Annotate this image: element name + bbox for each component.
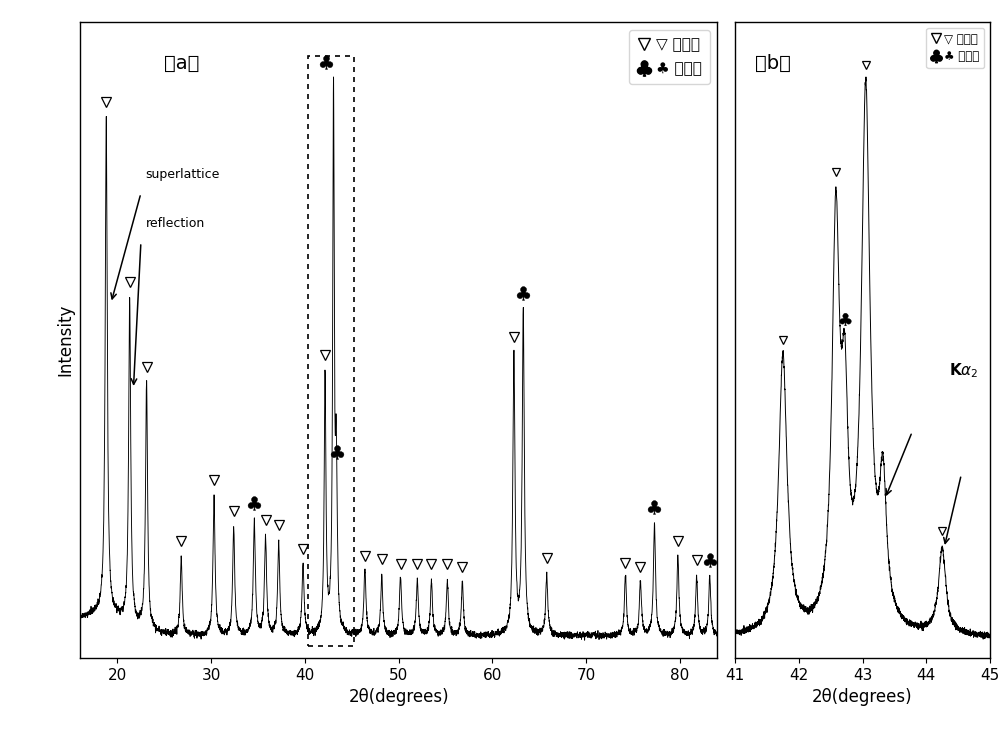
Legend: ▽ 正交相, ♣ 立方相: ▽ 正交相, ♣ 立方相 — [926, 28, 984, 68]
Text: K$\alpha_2$: K$\alpha_2$ — [949, 361, 978, 380]
X-axis label: 2θ(degrees): 2θ(degrees) — [812, 688, 913, 706]
Text: （a）: （a） — [164, 54, 200, 72]
Bar — [308, 56, 354, 645]
Y-axis label: Intensity: Intensity — [56, 303, 74, 376]
Text: reflection: reflection — [146, 217, 205, 230]
Text: superlattice: superlattice — [146, 168, 220, 181]
X-axis label: 2θ(degrees): 2θ(degrees) — [348, 688, 449, 706]
Legend: ▽ 正交相, ♣ 立方相: ▽ 正交相, ♣ 立方相 — [629, 29, 710, 84]
Text: （b）: （b） — [755, 54, 791, 72]
